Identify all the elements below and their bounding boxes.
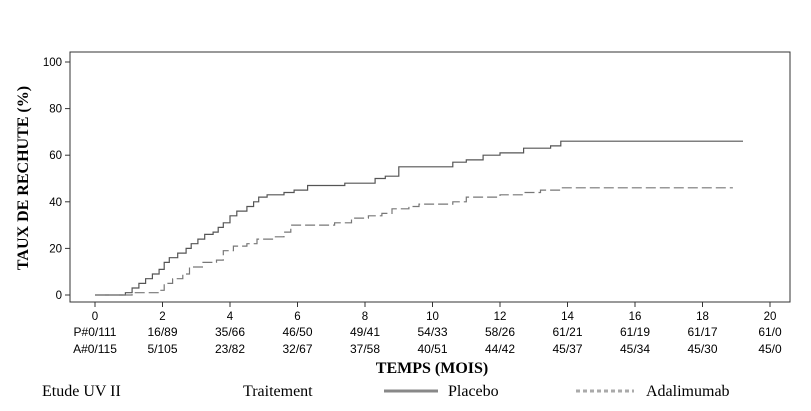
risk-table: P#0/111 16/89 35/66 46/50 49/41 54/33 58/26 61/… — [73, 325, 782, 356]
x-tick-label: 16 — [629, 311, 642, 323]
risk-cell-adalimumab: 32/67 — [282, 342, 312, 356]
plot-frame — [69, 51, 791, 303]
risk-cell-placebo: 61/17 — [687, 325, 717, 339]
risk-cell-adalimumab: 45/34 — [620, 342, 650, 356]
risk-cell-placebo: 35/66 — [215, 325, 245, 339]
x-axis-title: TEMPS (MOIS) — [376, 360, 488, 377]
x-tick-label: 20 — [764, 311, 777, 323]
series-line-adalimumab — [95, 187, 733, 296]
y-tick-label: 80 — [49, 104, 62, 116]
x-tick-label: 12 — [494, 311, 507, 323]
risk-cell-placebo: 46/50 — [282, 325, 312, 339]
risk-cell-adalimumab: 45/30 — [687, 342, 717, 356]
risk-cell-placebo: 16/89 — [147, 325, 177, 339]
x-tick-label: 18 — [696, 311, 709, 323]
legend-item-adalimumab: Adalimumab — [646, 383, 730, 400]
x-tick-label: 0 — [92, 311, 98, 323]
legend: Etude UV II Traitement Placebo Adalimuma… — [42, 383, 730, 400]
risk-cell-adalimumab: 23/82 — [215, 342, 245, 356]
risk-cell-adalimumab: 44/42 — [485, 342, 515, 356]
x-tick-label: 4 — [227, 311, 234, 323]
y-tick-label: 60 — [49, 150, 62, 162]
series-layer — [95, 140, 743, 296]
legend-study: Etude UV II — [42, 383, 121, 400]
x-tick-label: 2 — [159, 311, 165, 323]
risk-cell-placebo: 61/19 — [620, 325, 650, 339]
risk-cell-adalimumab: 5/105 — [147, 342, 177, 356]
y-axis-ticks: 0 20 40 60 80 100 — [43, 57, 70, 302]
risk-cell-placebo: 49/41 — [350, 325, 380, 339]
risk-cell-adalimumab: 40/51 — [417, 342, 447, 356]
plot-border — [69, 51, 791, 303]
risk-cell-adalimumab: 45/0 — [758, 342, 782, 356]
risk-cell-placebo: 61/21 — [552, 325, 582, 339]
risk-cell-placebo: 58/26 — [485, 325, 515, 339]
x-tick-label: 14 — [561, 311, 574, 323]
risk-cell-adalimumab: 45/37 — [552, 342, 582, 356]
y-axis-title: TAUX DE RECHUTE (%) — [15, 86, 32, 270]
y-tick-label: 0 — [56, 290, 62, 302]
legend-item-placebo: Placebo — [448, 383, 499, 400]
risk-cell-placebo: P#0/111 — [74, 325, 117, 339]
y-tick-label: 40 — [49, 197, 62, 209]
x-axis-ticks: 0 2 4 6 8 10 12 14 16 18 20 — [92, 302, 777, 323]
x-tick-label: 6 — [294, 311, 300, 323]
legend-heading: Traitement — [243, 383, 313, 400]
risk-cell-adalimumab: 37/58 — [350, 342, 380, 356]
x-tick-label: 8 — [362, 311, 368, 323]
y-tick-label: 20 — [49, 243, 62, 255]
risk-cell-adalimumab: A#0/115 — [73, 342, 117, 356]
series-line-placebo — [95, 140, 743, 296]
x-tick-label: 10 — [426, 311, 439, 323]
risk-cell-placebo: 61/0 — [758, 325, 782, 339]
y-tick-label: 100 — [43, 57, 62, 69]
risk-cell-placebo: 54/33 — [417, 325, 447, 339]
